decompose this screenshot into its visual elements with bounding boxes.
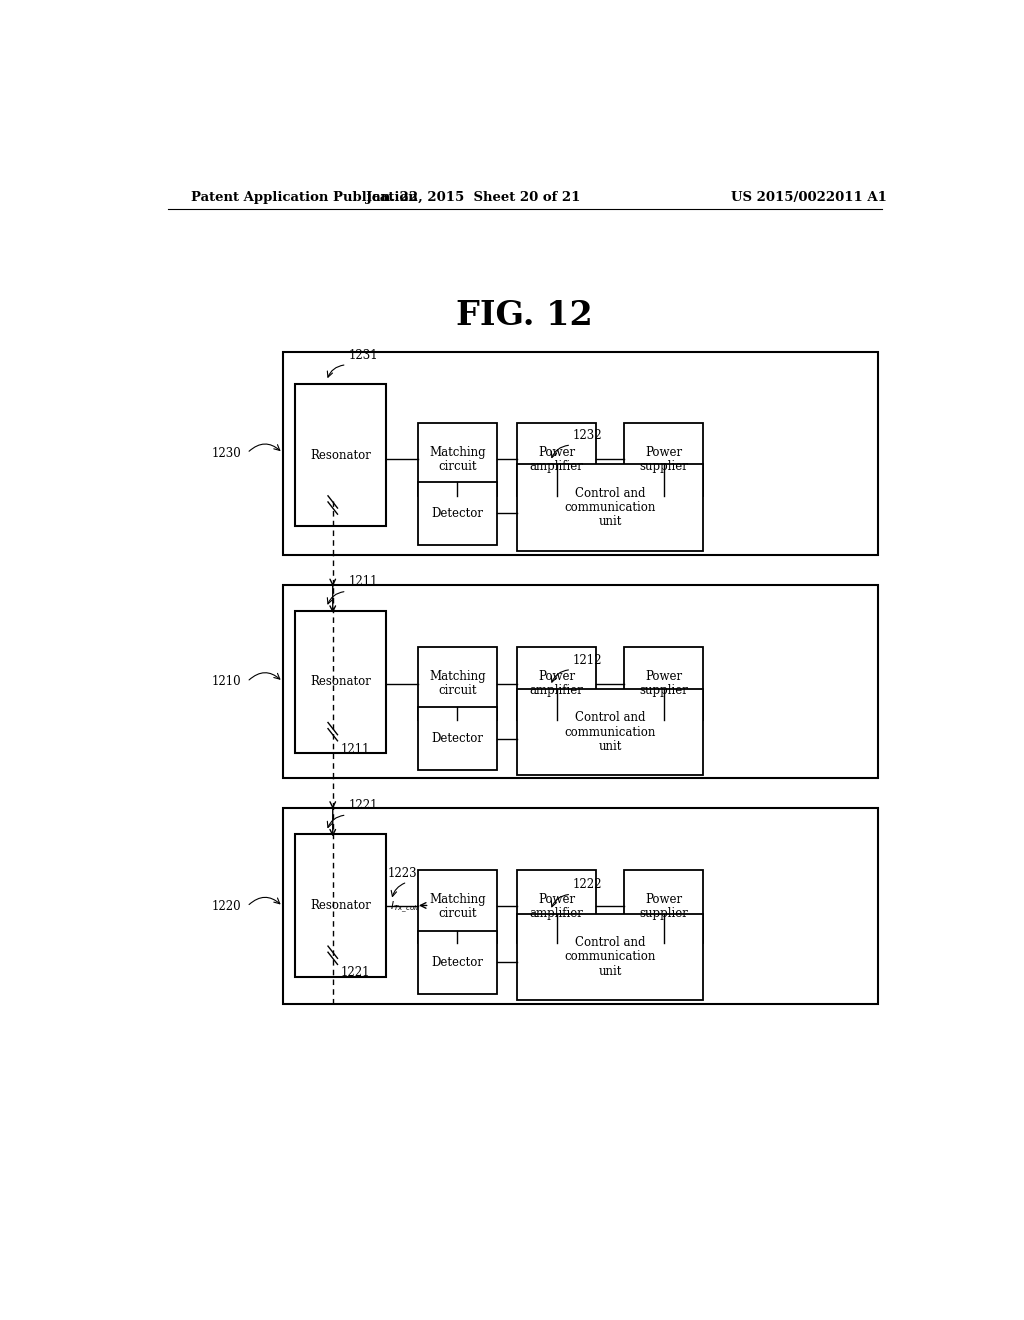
Text: $I_{Tx\_coil}$: $I_{Tx\_coil}$ — [390, 900, 420, 915]
Text: Patent Application Publication: Patent Application Publication — [191, 190, 418, 203]
Bar — [295, 384, 386, 527]
Text: circuit: circuit — [438, 685, 476, 697]
Text: 1230: 1230 — [212, 446, 242, 459]
Text: amplifier: amplifier — [529, 685, 584, 697]
Text: Jan. 22, 2015  Sheet 20 of 21: Jan. 22, 2015 Sheet 20 of 21 — [366, 190, 581, 203]
Text: unit: unit — [598, 965, 622, 978]
Text: Control and: Control and — [574, 936, 645, 949]
Bar — [624, 870, 703, 942]
Bar — [283, 585, 878, 779]
Bar — [517, 465, 703, 550]
Bar — [418, 422, 497, 496]
Text: 1231: 1231 — [348, 348, 378, 362]
Text: amplifier: amplifier — [529, 907, 584, 920]
Bar — [418, 708, 497, 771]
Text: US 2015/0022011 A1: US 2015/0022011 A1 — [731, 190, 887, 203]
Text: Matching: Matching — [429, 671, 485, 684]
Text: circuit: circuit — [438, 459, 476, 473]
Text: Detector: Detector — [431, 733, 483, 746]
Text: 1223: 1223 — [387, 867, 417, 880]
Text: 1220: 1220 — [212, 900, 242, 913]
Bar — [295, 834, 386, 977]
Bar — [295, 611, 386, 752]
Text: Detector: Detector — [431, 956, 483, 969]
Text: Power: Power — [645, 671, 682, 684]
Text: 1221: 1221 — [341, 966, 371, 979]
Text: Power: Power — [538, 892, 575, 906]
Text: Power: Power — [645, 446, 682, 458]
Text: Resonator: Resonator — [310, 676, 371, 688]
Bar — [624, 422, 703, 496]
Text: Detector: Detector — [431, 507, 483, 520]
Text: communication: communication — [564, 726, 655, 739]
Text: Power: Power — [645, 892, 682, 906]
Bar — [418, 482, 497, 545]
Text: Power: Power — [538, 446, 575, 458]
Text: 1222: 1222 — [572, 878, 602, 891]
Text: Resonator: Resonator — [310, 899, 371, 912]
Bar — [283, 351, 878, 554]
Bar — [517, 913, 703, 1001]
Text: Matching: Matching — [429, 892, 485, 906]
Text: FIG. 12: FIG. 12 — [457, 300, 593, 333]
Bar — [624, 647, 703, 721]
Text: Control and: Control and — [574, 711, 645, 725]
Bar — [418, 647, 497, 721]
Bar — [517, 647, 596, 721]
Bar — [418, 931, 497, 994]
Bar — [517, 870, 596, 942]
Text: 1211: 1211 — [341, 743, 371, 756]
Bar — [517, 689, 703, 775]
Text: unit: unit — [598, 741, 622, 752]
Text: Control and: Control and — [574, 487, 645, 500]
Text: 1211: 1211 — [348, 576, 378, 589]
Text: communication: communication — [564, 502, 655, 513]
Text: 1221: 1221 — [348, 799, 378, 812]
Text: 1212: 1212 — [572, 653, 602, 667]
Text: circuit: circuit — [438, 907, 476, 920]
Text: amplifier: amplifier — [529, 459, 584, 473]
Text: 1210: 1210 — [212, 676, 242, 688]
Text: supplier: supplier — [639, 685, 688, 697]
Text: supplier: supplier — [639, 907, 688, 920]
Text: supplier: supplier — [639, 459, 688, 473]
Bar — [517, 422, 596, 496]
Text: Resonator: Resonator — [310, 449, 371, 462]
Text: Power: Power — [538, 671, 575, 684]
Text: unit: unit — [598, 515, 622, 528]
Bar — [418, 870, 497, 942]
Text: 1232: 1232 — [572, 429, 602, 442]
Bar — [283, 808, 878, 1005]
Text: communication: communication — [564, 950, 655, 964]
Text: Matching: Matching — [429, 446, 485, 458]
